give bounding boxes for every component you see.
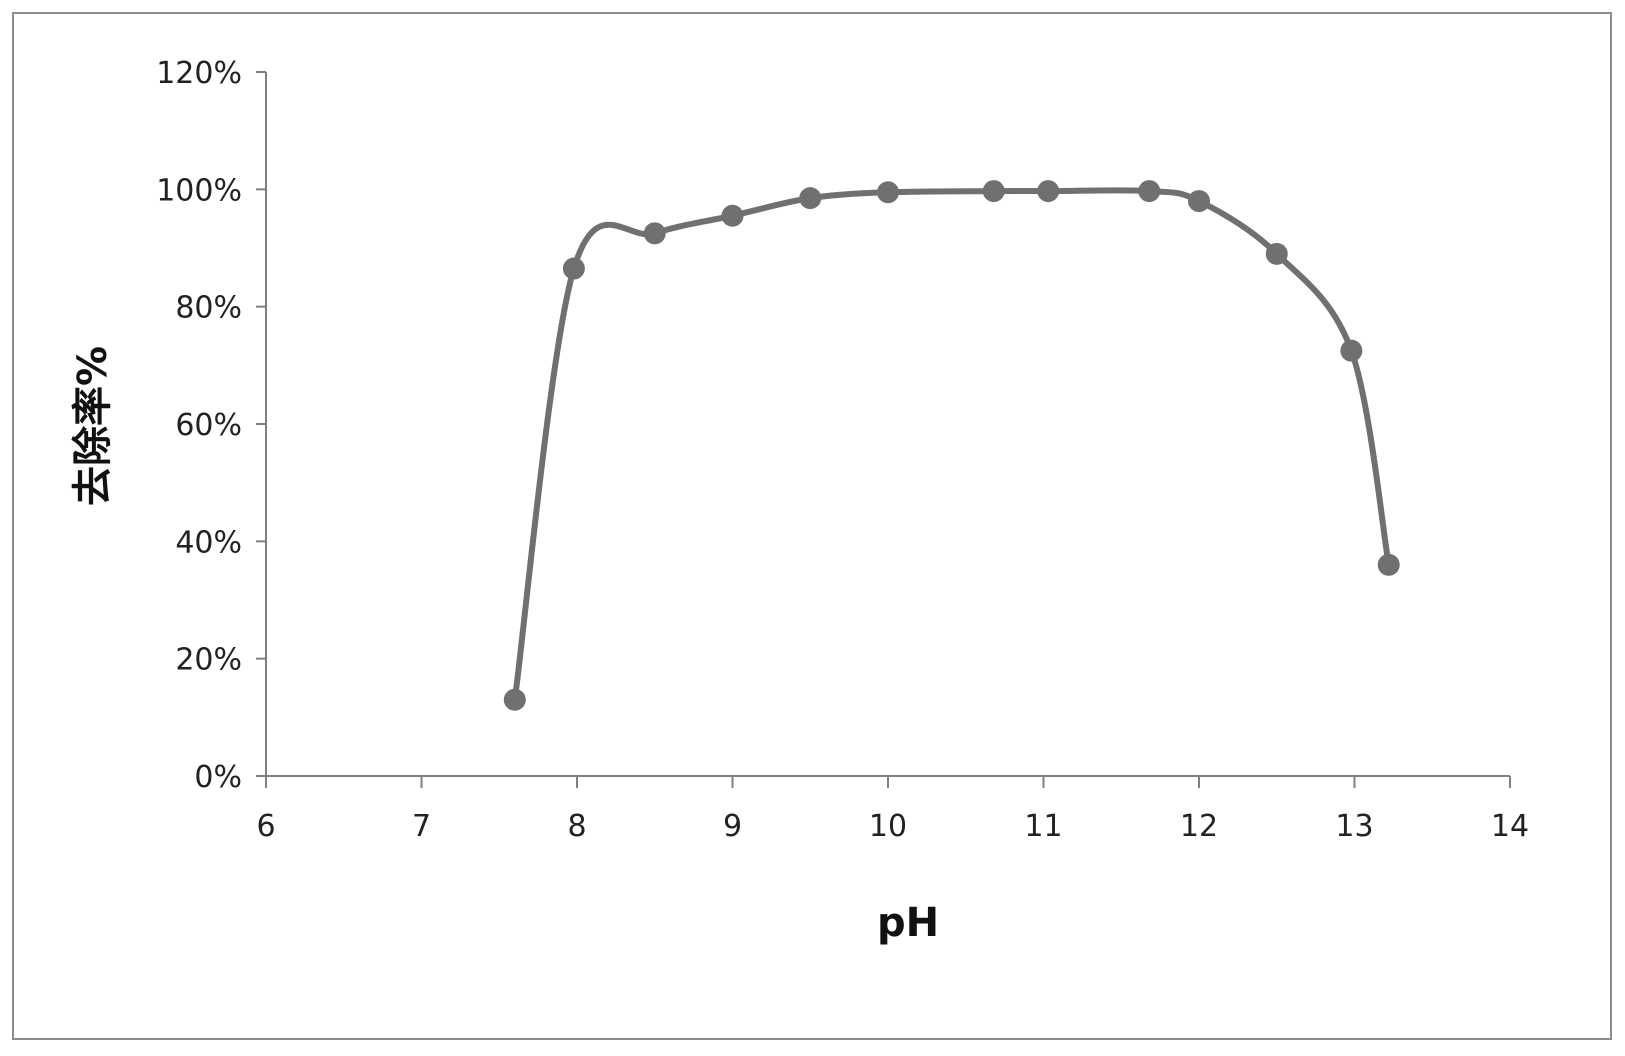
data-point <box>799 187 822 210</box>
y-tick-label: 100% <box>156 173 242 208</box>
data-point <box>643 222 666 245</box>
y-axis-title: 去除率% <box>70 346 116 506</box>
data-point <box>721 204 744 227</box>
data-point <box>1377 553 1400 576</box>
x-tick-label: 13 <box>1335 809 1373 844</box>
data-point <box>1265 242 1288 265</box>
x-tick-label: 6 <box>256 809 275 844</box>
x-tick-label: 8 <box>567 809 586 844</box>
x-tick-label: 14 <box>1491 809 1529 844</box>
data-point <box>982 180 1005 203</box>
x-tick-label: 12 <box>1180 809 1218 844</box>
data-point <box>503 688 526 711</box>
y-tick-label: 60% <box>175 408 242 443</box>
data-point <box>1138 180 1161 203</box>
series-line <box>511 187 1392 703</box>
chart-frame: 0% 20% 40% 60% 80% 100% 120% 6 7 8 9 10 11 12 13 14 pH … <box>12 12 1612 1040</box>
y-tick-label: 0% <box>194 760 242 795</box>
x-tick-label: 11 <box>1024 809 1062 844</box>
line-chart: 0%20%40%60%80%100%120%6 7 8 9 10 11 12 13 14 pH … <box>70 56 1529 946</box>
axes <box>256 71 1511 788</box>
series-markers <box>503 180 1400 711</box>
data-point <box>562 257 585 280</box>
y-tick-label: 80% <box>175 291 242 326</box>
y-tick-label: 20% <box>175 643 242 678</box>
x-axis-title: pH <box>877 900 939 946</box>
y-tick-label: 120% <box>156 56 242 91</box>
data-point <box>1037 180 1060 203</box>
data-point <box>1340 339 1363 362</box>
x-tick-label: 9 <box>723 809 742 844</box>
data-point <box>877 181 899 204</box>
tick-labels: 0% 20% 40% 60% 80% 100% 120% 6 7 8 9 10 11 12 13 14 <box>156 56 1529 844</box>
data-point <box>1188 190 1210 213</box>
y-tick-label: 40% <box>175 525 242 560</box>
x-tick-label: 7 <box>412 809 431 844</box>
x-tick-label: 10 <box>869 809 907 844</box>
